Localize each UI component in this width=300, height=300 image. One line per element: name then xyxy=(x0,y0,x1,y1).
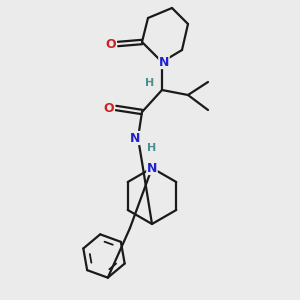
Text: O: O xyxy=(104,101,114,115)
Text: H: H xyxy=(146,78,154,88)
Text: N: N xyxy=(130,131,140,145)
Text: H: H xyxy=(147,143,157,153)
Text: N: N xyxy=(147,161,157,175)
Text: O: O xyxy=(106,38,116,50)
Text: N: N xyxy=(159,56,169,68)
